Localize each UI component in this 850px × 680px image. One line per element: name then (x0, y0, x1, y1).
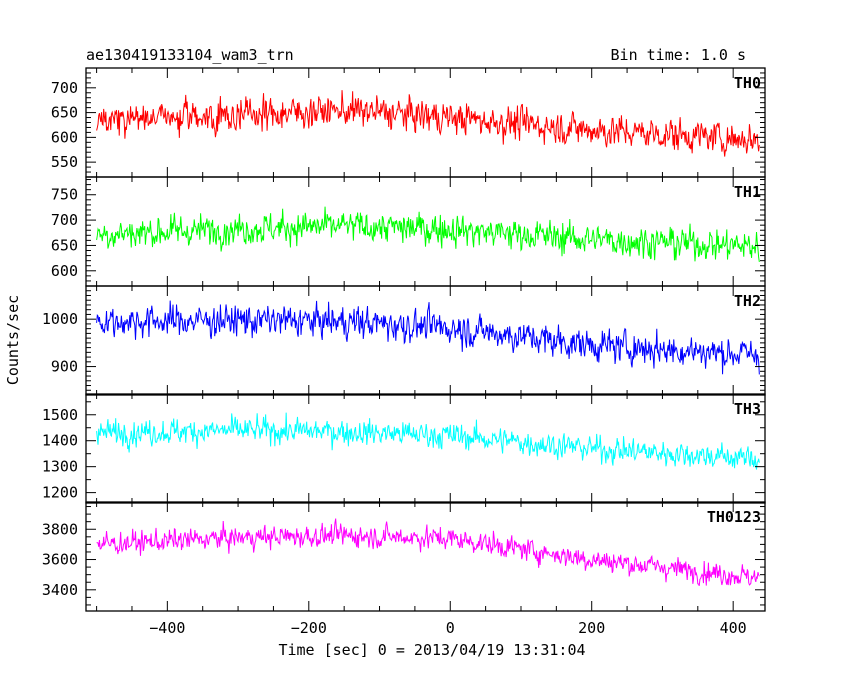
y-tick-label: 1300 (42, 458, 78, 476)
y-tick-label: 650 (51, 236, 78, 254)
panel-th2: 900 1000 TH2 (42, 285, 766, 396)
y-tick-label: 3600 (42, 551, 78, 569)
series-line-th2 (96, 300, 760, 375)
panel-label: TH3 (734, 400, 761, 418)
bin-time-label: Bin time: 1.0 s (611, 46, 746, 64)
panel-frame (85, 285, 766, 396)
y-tick-label: 3400 (42, 581, 78, 599)
y-tick-label: 650 (51, 104, 78, 122)
y-tick-label: 750 (51, 186, 78, 204)
y-tick-label: 900 (51, 358, 78, 376)
series-line-th0 (96, 90, 760, 157)
panel-label: TH1 (734, 183, 761, 201)
y-axis-label: Counts/sec (4, 295, 22, 385)
panel-th0123: 3400 3600 3800 TH0123 (42, 501, 766, 612)
panel-label: TH0123 (707, 508, 761, 526)
y-tick-label: 1500 (42, 406, 78, 424)
panel-th0: 550 600 650 700 TH0 (51, 67, 766, 178)
x-tick-label: −200 (291, 619, 327, 637)
panel-label: TH0 (734, 74, 761, 92)
y-tick-label: 700 (51, 79, 78, 97)
panel-th1: 600 650 700 750 TH1 (51, 176, 766, 287)
series-line-th3 (96, 412, 760, 470)
x-tick-label: −400 (149, 619, 185, 637)
x-tick-label: 0 (446, 619, 455, 637)
panel-frame (85, 393, 766, 504)
y-tick-label: 550 (51, 153, 78, 171)
y-tick-label: 600 (51, 262, 78, 280)
panel-frame (85, 501, 766, 612)
y-tick-label: 700 (51, 211, 78, 229)
chart-title: ae130419133104_wam3_trn (86, 46, 294, 64)
series-line-th0123 (96, 518, 760, 586)
panels-group: 550 600 650 700 TH0 600 650 700 750 TH1 900 1000 TH2… (42, 67, 766, 637)
y-tick-label: 1400 (42, 432, 78, 450)
y-tick-label: 1000 (42, 310, 78, 328)
y-tick-label: 1200 (42, 484, 78, 502)
y-tick-label: 3800 (42, 520, 78, 538)
x-tick-label: 400 (720, 619, 747, 637)
y-tick-label: 600 (51, 128, 78, 146)
x-tick-label: 200 (578, 619, 605, 637)
panel-th3: 1200 1300 1400 1500 TH3 (42, 393, 766, 504)
panel-label: TH2 (734, 292, 761, 310)
x-axis-label: Time [sec] 0 = 2013/04/19 13:31:04 (278, 641, 585, 659)
series-line-th1 (96, 206, 760, 263)
